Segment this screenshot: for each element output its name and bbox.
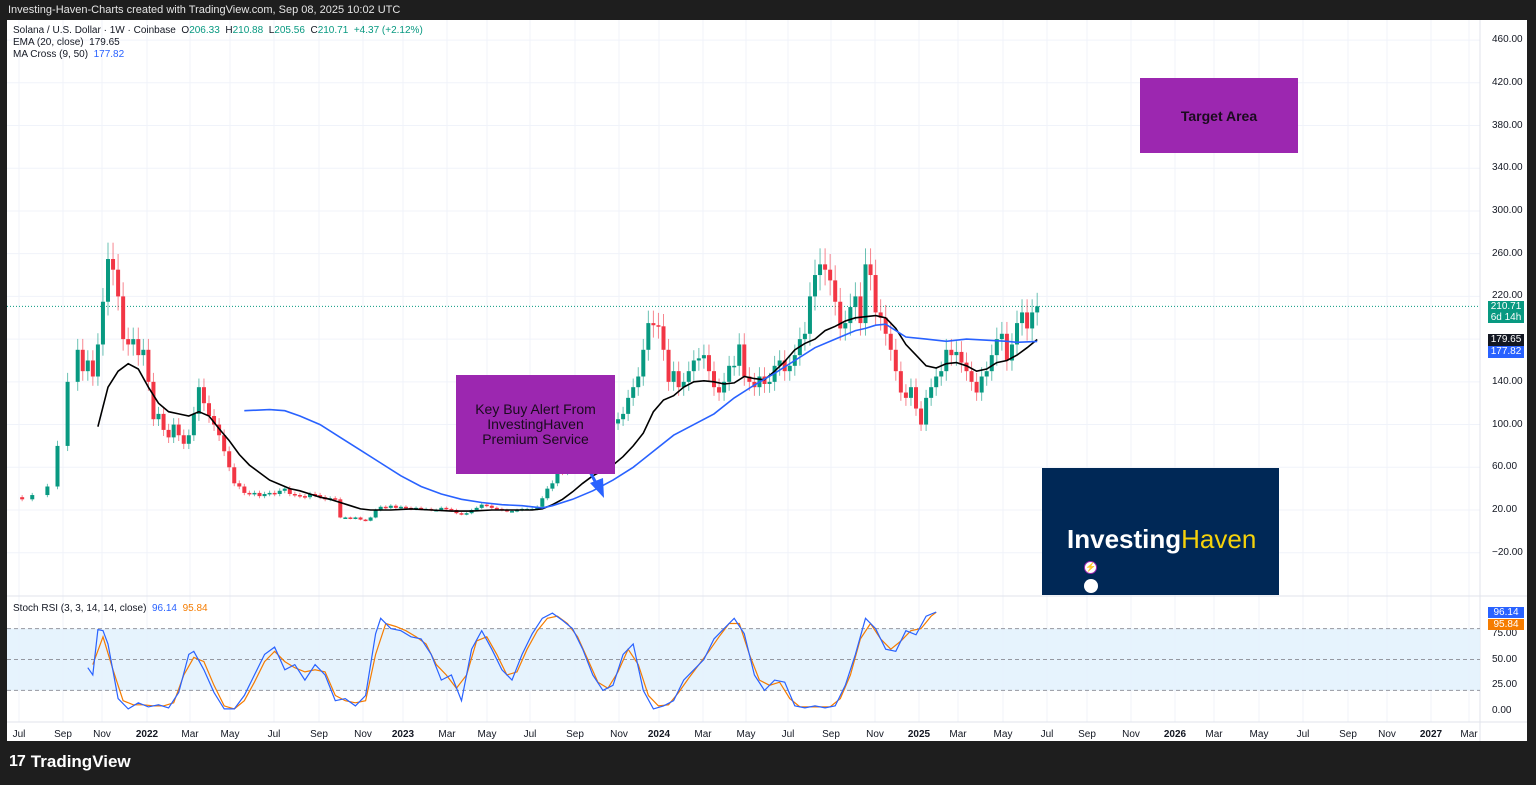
time-axis-label: Mar (694, 729, 712, 740)
time-axis-label: Nov (866, 729, 884, 740)
time-axis-label: Mar (1205, 729, 1223, 740)
buy-alert-box[interactable]: Key Buy Alert From InvestingHaven Premiu… (456, 375, 615, 474)
stoch-axis-label: 75.00 (1492, 627, 1518, 639)
price-axis-label: −20.00 (1492, 546, 1523, 558)
stoch-d-tag: 95.84 (1488, 619, 1524, 630)
time-axis-label: May (736, 729, 756, 740)
time-axis-label: Sep (310, 729, 328, 740)
time-axis-label: Nov (354, 729, 372, 740)
time-axis-label: Nov (1378, 729, 1396, 740)
time-axis-label: May (477, 729, 497, 740)
change-value: +4.37 (+2.12%) (353, 25, 423, 36)
ema-value: 179.65 (89, 37, 120, 48)
price-axis-label: 140.00 (1492, 375, 1523, 387)
stoch-legend[interactable]: Stoch RSI (3, 3, 14, 14, close) 96.14 95… (13, 603, 208, 614)
time-axis-label: 2026 (1163, 729, 1187, 740)
last-price-tag: 210.71 6d 14h (1488, 301, 1524, 323)
time-axis-label: Mar (438, 729, 456, 740)
stoch-axis-label: 50.00 (1492, 653, 1518, 665)
time-axis-label: Sep (54, 729, 72, 740)
price-axis-label: 340.00 (1492, 162, 1523, 174)
time-axis-label: Nov (610, 729, 628, 740)
time-axis-label: May (220, 729, 240, 740)
price-axis-label: 100.00 (1492, 418, 1523, 430)
time-axis-label: Sep (822, 729, 840, 740)
time-axis-label: Sep (1339, 729, 1357, 740)
time-axis-label: Jul (781, 729, 795, 740)
time-axis-label: Nov (93, 729, 111, 740)
price-axis-label: 260.00 (1492, 247, 1523, 259)
price-axis-label: 460.00 (1492, 34, 1523, 46)
time-axis-label: Sep (1078, 729, 1096, 740)
time-axis-label: 2027 (1419, 729, 1443, 740)
time-axis-label: May (993, 729, 1013, 740)
time-axis-label: Sep (566, 729, 584, 740)
price-axis-label: 420.00 (1492, 76, 1523, 88)
price-axis-label: 60.00 (1492, 461, 1518, 473)
tradingview-footer[interactable]: 17 TradingView (9, 752, 131, 772)
price-axis-label: 300.00 (1492, 204, 1523, 216)
time-axis-label: Nov (1122, 729, 1140, 740)
time-axis-label: Mar (1460, 729, 1478, 740)
ma-price-tag: 177.82 (1488, 346, 1524, 358)
time-axis-label: 2024 (647, 729, 671, 740)
time-axis-label: Mar (181, 729, 199, 740)
time-axis-label: Jul (1296, 729, 1310, 740)
ma-value: 177.82 (93, 49, 125, 60)
tradingview-logo-icon: 17 (9, 753, 26, 770)
high-value: 210.88 (232, 25, 264, 36)
ma-legend[interactable]: MA Cross (9, 50) 177.82 (13, 49, 125, 60)
stoch-axis-label: 25.00 (1492, 679, 1518, 691)
stoch-k-tag: 96.14 (1488, 607, 1524, 618)
close-value: 210.71 (317, 25, 349, 36)
symbol-name: Solana / U.S. Dollar · 1W · Coinbase (13, 25, 176, 36)
low-value: 205.56 (274, 25, 305, 36)
chart-caption: Investing-Haven-Charts created with Trad… (8, 4, 401, 16)
target-area-box[interactable]: Target Area (1140, 78, 1298, 153)
symbol-legend: Solana / U.S. Dollar · 1W · Coinbase O20… (13, 25, 423, 36)
circle-icon[interactable] (1084, 579, 1098, 593)
price-axis-label: 20.00 (1492, 504, 1518, 515)
time-axis-label: May (1249, 729, 1269, 740)
open-value: 206.33 (189, 25, 220, 36)
ema-legend[interactable]: EMA (20, close) 179.65 (13, 37, 120, 48)
price-axis-label: 220.00 (1492, 290, 1523, 302)
time-axis-label: 2022 (135, 729, 159, 740)
ema-price-tag: 179.65 (1488, 334, 1524, 346)
stoch-axis-label: 0.00 (1492, 705, 1512, 716)
time-axis-label: Jul (1040, 729, 1054, 740)
investinghaven-logo-box: InvestingHaven ⚡ (1042, 468, 1279, 595)
time-axis-label: Jul (523, 729, 537, 740)
stoch-k-value: 96.14 (151, 603, 177, 614)
time-axis-label: Mar (949, 729, 967, 740)
investinghaven-wordmark: InvestingHaven (1067, 524, 1257, 554)
price-axis-label: 380.00 (1492, 119, 1523, 131)
time-axis-label: Jul (267, 729, 281, 740)
time-axis-label: 2023 (391, 729, 415, 740)
stoch-d-value: 95.84 (182, 603, 208, 614)
time-axis-label: Jul (12, 729, 26, 740)
lightning-icon[interactable]: ⚡ (1084, 561, 1097, 574)
time-axis-label: 2025 (907, 729, 931, 740)
tradingview-brand: TradingView (30, 752, 131, 771)
